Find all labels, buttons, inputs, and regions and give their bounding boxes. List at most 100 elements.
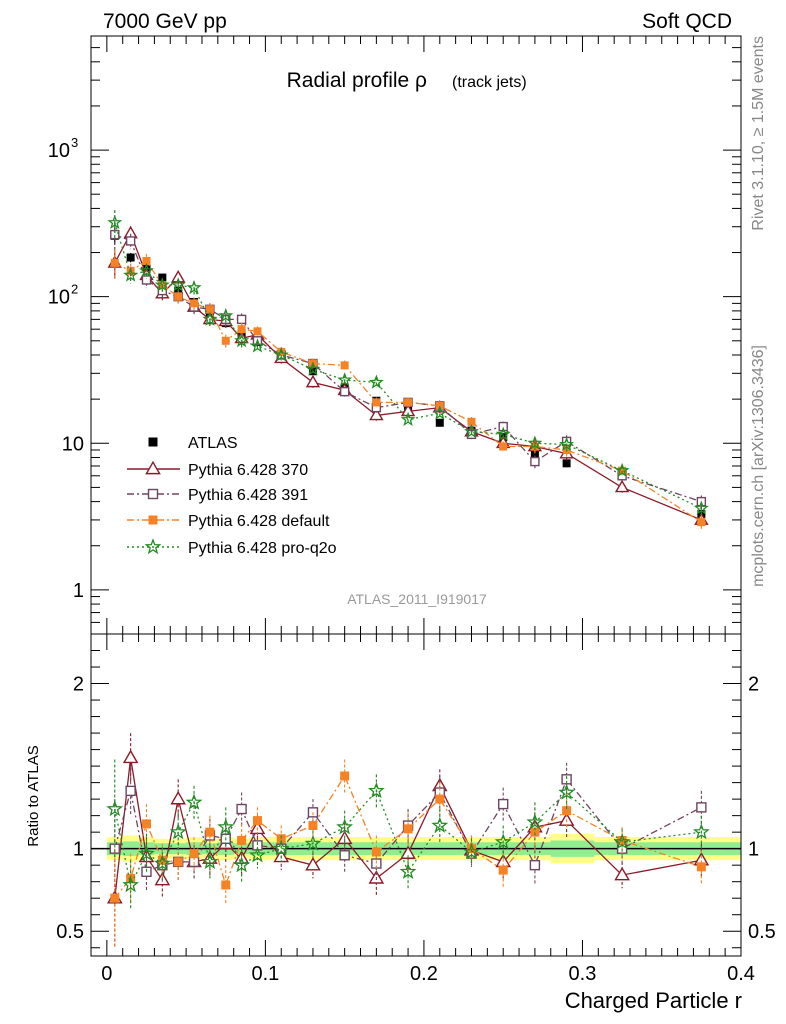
legend-label: ATLAS [188, 435, 238, 452]
series-1 [107, 225, 709, 527]
marker [148, 437, 158, 447]
marker [145, 460, 161, 475]
marker [696, 802, 707, 813]
marker [562, 806, 572, 816]
ratio-series [106, 733, 710, 948]
series-line [114, 260, 702, 523]
ratio-panel: 0.5 0.5 1 1 2 2 Ratio to ATLAS [25, 633, 776, 957]
marker [157, 855, 167, 865]
marker [154, 277, 170, 292]
marker [340, 361, 349, 370]
marker [305, 361, 321, 376]
marker [527, 435, 543, 450]
marker [466, 844, 476, 854]
ratio-line [114, 778, 702, 873]
marker [173, 857, 183, 867]
marker [138, 844, 155, 861]
legend-label: Pythia 6.428 370 [188, 462, 308, 479]
marker [189, 849, 199, 859]
marker [337, 372, 353, 387]
marker [122, 876, 140, 893]
marker [340, 771, 350, 781]
marker [693, 500, 709, 515]
marker [236, 314, 247, 325]
analysis-watermark: ATLAS_2011_I919017 [347, 591, 487, 607]
legend-label: Pythia 6.428 pro-q2o [188, 540, 337, 557]
marker [498, 865, 508, 875]
x-axis-label: Charged Particle r [565, 988, 742, 1013]
marker [435, 418, 444, 427]
marker [217, 818, 235, 835]
ratio-ylabel: Ratio to ATLAS [25, 745, 42, 846]
marker [190, 299, 199, 308]
y-tick-label: 1 [73, 580, 84, 602]
main-series [107, 209, 709, 529]
marker [169, 823, 187, 840]
marker [153, 854, 171, 871]
marker [499, 442, 508, 451]
marker [205, 305, 214, 314]
marker [463, 843, 480, 860]
marker [234, 332, 250, 348]
marker [403, 824, 413, 834]
marker [252, 816, 262, 826]
marker [253, 327, 262, 336]
ratio-frame [90, 633, 742, 957]
ratio-line [114, 789, 702, 887]
marker [562, 459, 571, 468]
marker [372, 398, 381, 407]
marker [123, 267, 139, 282]
marker [218, 307, 234, 323]
marker [308, 821, 318, 831]
marker [559, 436, 575, 451]
marker [148, 515, 158, 525]
marker [404, 398, 413, 407]
marker [110, 893, 120, 903]
marker [614, 866, 630, 881]
marker [367, 782, 385, 798]
marker [174, 292, 183, 301]
marker [529, 859, 541, 871]
marker [697, 518, 706, 527]
marker [125, 236, 136, 246]
marker [305, 856, 321, 871]
chart-title-suffix: (track jets) [452, 74, 527, 91]
series-line [114, 222, 702, 509]
marker [435, 794, 445, 804]
marker [467, 417, 476, 426]
marker [530, 827, 540, 837]
marker [237, 835, 247, 845]
marker [122, 749, 139, 764]
marker [141, 275, 152, 285]
marker [618, 466, 627, 475]
marker [494, 833, 512, 850]
marker [236, 803, 247, 815]
marker [110, 258, 119, 267]
marker [272, 839, 290, 856]
marker [336, 818, 354, 835]
marker [237, 325, 246, 334]
y-tick-label: 10 [48, 140, 70, 162]
x-tick-label: 0.4 [727, 963, 755, 985]
marker [369, 407, 384, 421]
marker [368, 374, 384, 389]
ratio-tick-label-left: 0.5 [56, 921, 84, 943]
ratio-series-3 [106, 759, 710, 910]
marker [304, 834, 322, 851]
marker [106, 800, 124, 817]
ratio-tick-label-right: 0.5 [748, 921, 776, 943]
marker [144, 538, 162, 555]
marker [107, 214, 123, 230]
marker [170, 277, 186, 292]
ratio-ticks: 0.5 0.5 1 1 2 2 [56, 633, 776, 956]
marker [614, 479, 630, 493]
mcplots-label: mcplots.cern.ch [arXiv:1306.3436] [750, 345, 767, 587]
y-tick-exponent: 3 [71, 135, 78, 150]
marker [201, 853, 219, 869]
marker [170, 790, 187, 805]
marker [186, 279, 202, 295]
marker [202, 311, 218, 326]
